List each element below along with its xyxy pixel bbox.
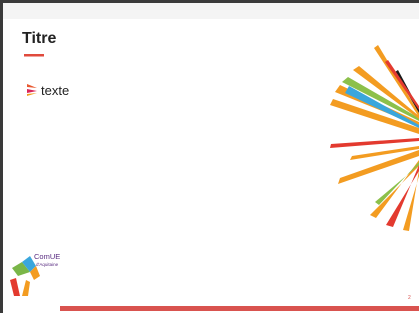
logo-name: ComUE [34, 252, 60, 261]
logo-subtitle: d'Aquitaine [36, 262, 59, 267]
slide-top-shade [3, 3, 419, 19]
bullet-text: texte [41, 83, 69, 98]
title-underline [24, 54, 44, 57]
page-number: 2 [408, 295, 411, 301]
slide-title: Titre [22, 30, 56, 47]
slide-screenshot: Titre texte ComUE d'Aquitaine 2 [0, 0, 419, 313]
footer-bar [60, 306, 419, 311]
